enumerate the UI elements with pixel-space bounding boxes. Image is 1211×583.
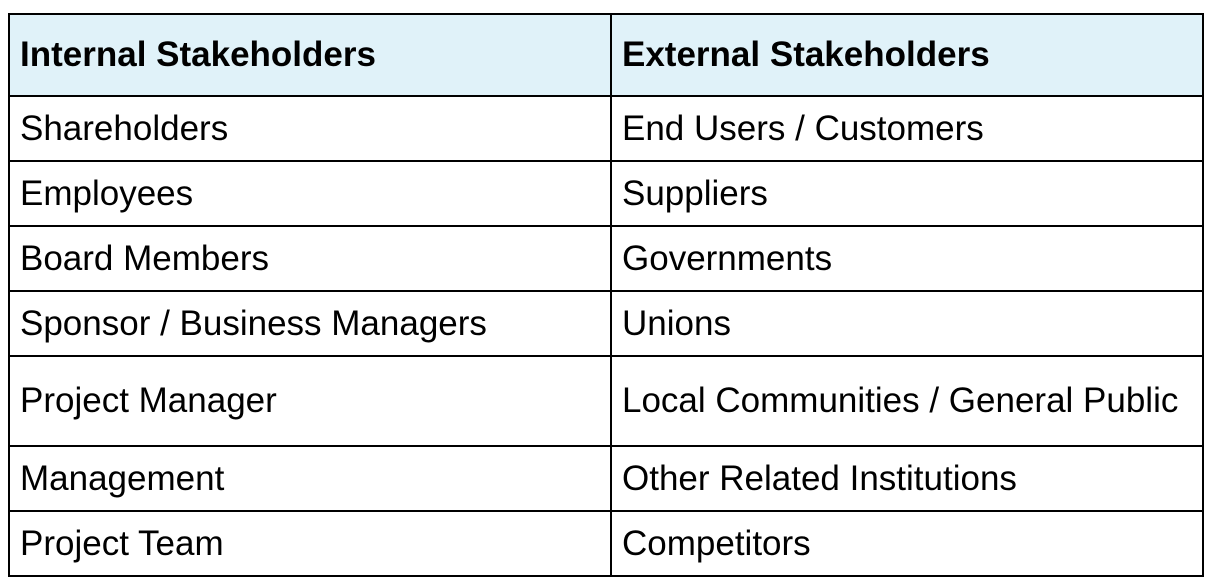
table-row: Sponsor / Business Managers Unions (8, 290, 1204, 357)
internal-cell: Board Members (8, 225, 612, 292)
table-row: Project Team Competitors (8, 510, 1204, 577)
internal-cell: Project Team (8, 510, 612, 577)
header-external-stakeholders: External Stakeholders (610, 13, 1204, 97)
internal-cell: Shareholders (8, 95, 612, 162)
table-row: Employees Suppliers (8, 160, 1204, 227)
internal-cell: Employees (8, 160, 612, 227)
external-cell: Suppliers (610, 160, 1204, 227)
external-cell: Governments (610, 225, 1204, 292)
internal-cell: Sponsor / Business Managers (8, 290, 612, 357)
external-cell: Competitors (610, 510, 1204, 577)
table-row: Shareholders End Users / Customers (8, 95, 1204, 162)
external-cell: End Users / Customers (610, 95, 1204, 162)
internal-cell: Project Manager (8, 355, 612, 447)
internal-cell: Management (8, 445, 612, 512)
stakeholder-table: Internal Stakeholders External Stakehold… (8, 13, 1204, 577)
header-internal-stakeholders: Internal Stakeholders (8, 13, 612, 97)
external-cell: Unions (610, 290, 1204, 357)
table-row: Board Members Governments (8, 225, 1204, 292)
table-row: Project Manager Local Communities / Gene… (8, 355, 1204, 447)
external-cell: Local Communities / General Public (610, 355, 1204, 447)
header-row: Internal Stakeholders External Stakehold… (8, 13, 1204, 97)
table-row: Management Other Related Institutions (8, 445, 1204, 512)
external-cell: Other Related Institutions (610, 445, 1204, 512)
